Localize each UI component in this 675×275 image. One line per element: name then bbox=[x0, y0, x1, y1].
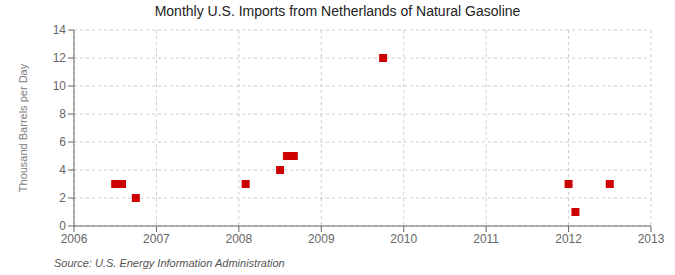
svg-text:2008: 2008 bbox=[226, 232, 253, 246]
svg-text:0: 0 bbox=[59, 219, 66, 233]
svg-text:Thousand Barrels per Day: Thousand Barrels per Day bbox=[17, 63, 29, 192]
svg-text:2006: 2006 bbox=[61, 232, 88, 246]
svg-text:2009: 2009 bbox=[308, 232, 335, 246]
html-text:Source: U.S. Energy Informatio: Source: U.S. Energy Information Administ… bbox=[54, 257, 285, 269]
svg-text:2012: 2012 bbox=[555, 232, 582, 246]
svg-text:10: 10 bbox=[53, 79, 67, 93]
svg-text:2: 2 bbox=[59, 191, 66, 205]
svg-text:4: 4 bbox=[59, 163, 66, 177]
svg-text:2007: 2007 bbox=[143, 232, 170, 246]
svg-text:2013: 2013 bbox=[638, 232, 665, 246]
svg-text:2010: 2010 bbox=[390, 232, 417, 246]
svg-text:8: 8 bbox=[59, 107, 66, 121]
svg-text:14: 14 bbox=[53, 23, 67, 37]
html-text:Monthly U.S. Imports from Neth: Monthly U.S. Imports from Netherlands of… bbox=[154, 3, 521, 19]
svg-text:6: 6 bbox=[59, 135, 66, 149]
svg-text:12: 12 bbox=[53, 51, 67, 65]
svg-text:2011: 2011 bbox=[473, 232, 499, 246]
